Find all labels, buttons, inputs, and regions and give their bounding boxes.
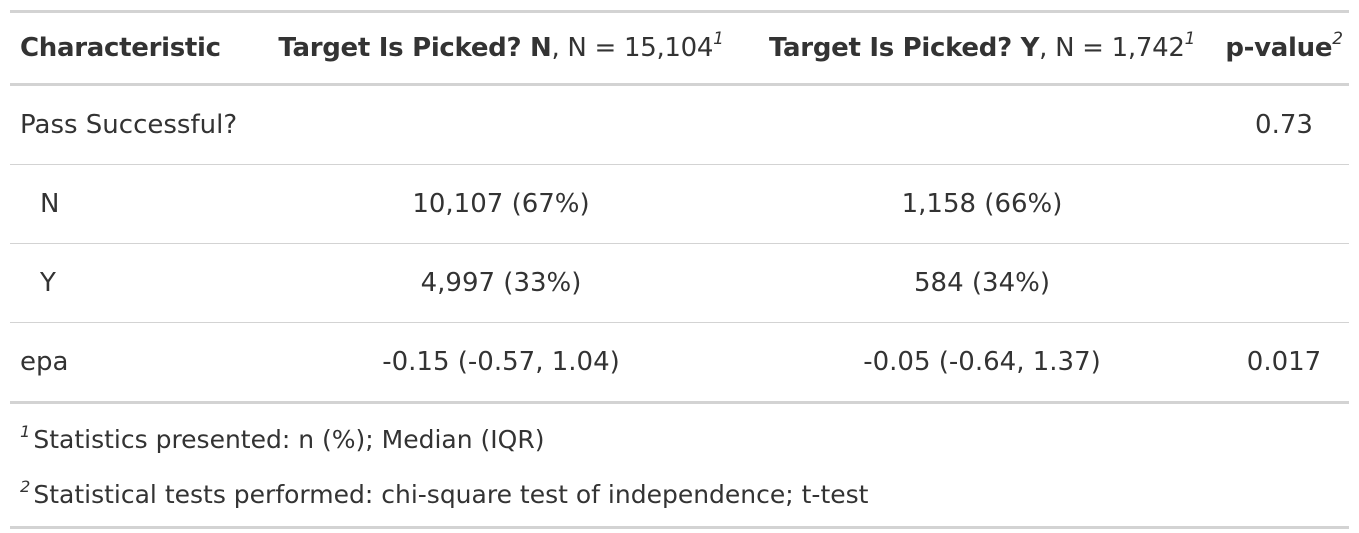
header-p-value: p-value2	[1225, 28, 1343, 63]
table-footnotes: 1 Statistics presented: n (%); Median (IQ…	[10, 404, 1349, 529]
footnote-mark: 1	[20, 421, 31, 441]
cell-target-n: 4,997 (33%)	[420, 268, 582, 298]
cell-target-y: 584 (34%)	[914, 268, 1050, 298]
cell-p-value	[1219, 165, 1349, 244]
cell-target-y: -0.05 (-0.64, 1.37)	[863, 347, 1101, 377]
table-row: epa -0.15 (-0.57, 1.04) -0.05 (-0.64, 1.…	[10, 323, 1349, 403]
footnote-text: Statistics presented: n (%); Median (IQR…	[33, 425, 545, 454]
cell-target-n: -0.15 (-0.57, 1.04)	[382, 347, 620, 377]
footnote: 2 Statistical tests performed: chi-square…	[20, 467, 1349, 522]
cell-target-y: 1,158 (66%)	[901, 189, 1063, 219]
summary-table: Characteristic Target Is Picked? N, N = …	[10, 10, 1349, 404]
cell-p-value: 0.73	[1255, 110, 1313, 140]
table-row: N 10,107 (67%) 1,158 (66%)	[10, 165, 1349, 244]
footnote-ref: 1	[1184, 28, 1196, 49]
cell-target-n: 10,107 (67%)	[412, 189, 590, 219]
header-target-picked-n: Target Is Picked? N, N = 15,1041	[278, 28, 724, 63]
cell-target-n	[257, 85, 745, 165]
summary-table-container: Characteristic Target Is Picked? N, N = …	[10, 10, 1349, 529]
header-target-picked-y: Target Is Picked? Y, N = 1,7421	[768, 28, 1196, 63]
footnote-text: Statistical tests performed: chi-square …	[33, 480, 869, 509]
cell-p-value	[1219, 244, 1349, 323]
footnote-mark: 2	[20, 476, 31, 496]
table-row: Y 4,997 (33%) 584 (34%)	[10, 244, 1349, 323]
cell-target-y	[745, 85, 1219, 165]
header-characteristic: Characteristic	[20, 33, 221, 63]
row-label: Pass Successful?	[20, 110, 238, 140]
row-label: N	[40, 189, 60, 219]
footnote: 1 Statistics presented: n (%); Median (IQ…	[20, 412, 1349, 467]
cell-p-value: 0.017	[1246, 347, 1322, 377]
header-row: Characteristic Target Is Picked? N, N = …	[10, 11, 1349, 85]
row-label: Y	[40, 268, 56, 298]
footnote-ref: 2	[1332, 28, 1343, 49]
row-label: epa	[20, 347, 69, 377]
footnote-ref: 1	[713, 28, 724, 49]
table-row: Pass Successful? 0.73	[10, 85, 1349, 165]
